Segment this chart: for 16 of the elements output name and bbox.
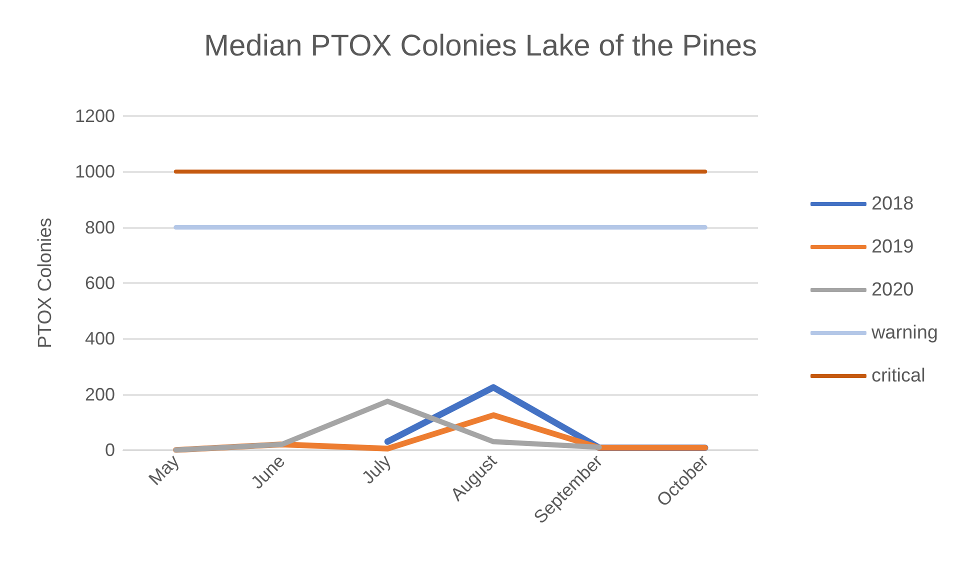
y-tick-label: 1000 [74, 162, 115, 182]
y-axis-title: PTOX Colonies [35, 218, 56, 348]
x-tick-label: May [144, 450, 183, 490]
x-tick-label: July [358, 450, 395, 488]
chart-title: Median PTOX Colonies Lake of the Pines [204, 30, 758, 62]
legend-label: critical [871, 366, 926, 386]
legend-label: 2019 [871, 236, 914, 258]
legend-label: 2020 [871, 280, 914, 300]
y-tick-label: 400 [84, 328, 115, 349]
y-tick-label: 1200 [74, 106, 115, 126]
legend-label: 2018 [871, 194, 914, 214]
y-tick-label: 600 [84, 273, 115, 293]
y-tick-label: 0 [104, 440, 115, 460]
legend-label: warning [870, 322, 938, 344]
y-tick-label: 800 [84, 217, 115, 238]
y-tick-label: 200 [84, 384, 115, 404]
